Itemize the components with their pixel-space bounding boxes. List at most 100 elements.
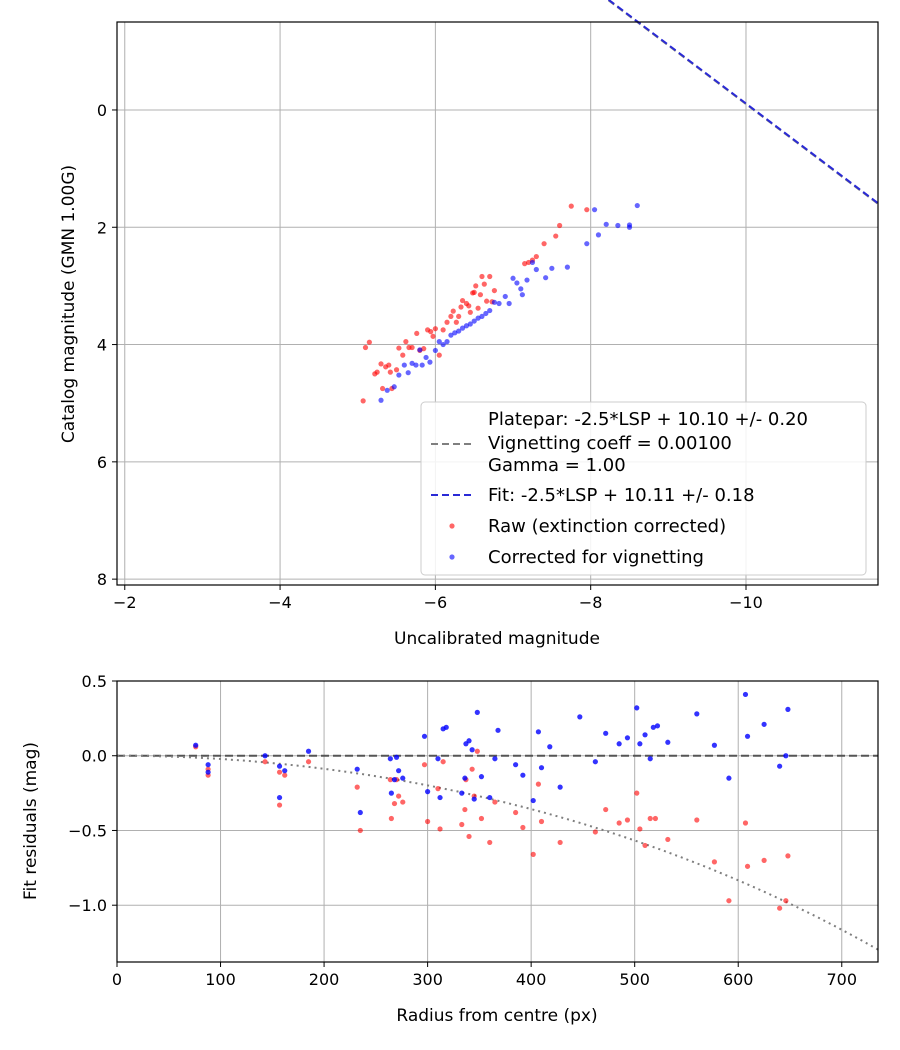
calibration-raw-point <box>541 241 547 247</box>
residuals-corrected-point <box>637 741 643 747</box>
calibration-y-ticks: 0 2 4 6 8 <box>97 101 117 589</box>
calibration-raw-point <box>450 308 456 314</box>
legend-vignetting-label: Vignetting coeff = 0.00100 <box>488 433 732 454</box>
calibration-raw-point <box>475 305 481 311</box>
calibration-raw-point <box>458 304 464 310</box>
residuals-raw-point <box>478 815 485 822</box>
residuals-raw-point <box>435 786 441 792</box>
legend-raw-label: Raw (extinction corrected) <box>488 516 726 537</box>
residuals-raw-point <box>535 781 541 787</box>
calibration-raw-point <box>440 327 446 333</box>
calibration-x-axis-label: Uncalibrated magnitude <box>394 629 600 649</box>
residuals-corrected-point <box>435 756 441 762</box>
residuals-corrected-point <box>547 744 553 750</box>
residuals-corrected-point <box>388 790 394 796</box>
residuals-corrected-point <box>634 705 640 711</box>
calibration-legend: Platepar: -2.5*LSP + 10.10 +/- 0.20 Vign… <box>420 401 867 576</box>
calibration-raw-point <box>473 283 479 289</box>
calibration-corrected-point <box>524 277 530 283</box>
calibration-corrected-point <box>626 224 633 230</box>
residuals-corrected-point <box>726 775 732 781</box>
residuals-corrected-point <box>742 691 749 698</box>
calibration-raw-point <box>481 281 487 287</box>
residuals-corrected-point <box>642 732 648 738</box>
calibration-corrected-point <box>584 241 590 247</box>
residuals-raw-point <box>785 853 791 859</box>
calibration-corrected-point <box>432 347 438 354</box>
calibration-corrected-point <box>514 280 520 286</box>
calibration-raw-point <box>477 292 484 298</box>
calibration-raw-point <box>360 398 366 404</box>
residuals-corrected-point <box>443 724 449 730</box>
residuals-corrected-point <box>650 724 656 730</box>
calibration-corrected-point <box>427 359 433 365</box>
calibration-corrected-point <box>419 362 425 368</box>
residuals-corrected-point <box>396 768 402 774</box>
calibration-y-tick-label: 0 <box>97 101 107 120</box>
calibration-corrected-point <box>423 354 429 361</box>
residuals-raw-point <box>282 772 288 778</box>
calibration-raw-point <box>479 273 485 280</box>
residuals-x-tick-label: 300 <box>412 970 443 989</box>
calibration-corrected-point <box>591 207 598 213</box>
residuals-raw-point <box>538 818 545 825</box>
calibration-corrected-point <box>440 341 446 348</box>
calibration-y-tick-label: 6 <box>97 453 107 472</box>
residuals-corrected-point <box>647 756 653 762</box>
residuals-x-tick-label: 0 <box>112 970 122 989</box>
residuals-corrected-point <box>393 754 400 760</box>
residuals-raw-point <box>777 905 783 911</box>
legend-gamma-label: Gamma = 1.00 <box>488 455 626 476</box>
residuals-raw-point <box>276 769 283 775</box>
residuals-raw-point <box>462 806 468 813</box>
calibration-x-tick-label: −8 <box>579 593 603 612</box>
residuals-plot: 0 100 200 300 400 500 600 700 0.5 0.0 −0.5 −1.0 Ra… <box>21 672 879 1026</box>
calibration-corrected-point <box>384 387 390 393</box>
calibration-x-tick-label: −2 <box>113 593 137 612</box>
residuals-raw-point <box>469 766 475 772</box>
residuals-raw-point <box>354 784 360 790</box>
calibration-raw-point <box>557 222 563 229</box>
residuals-corrected-point <box>276 763 283 769</box>
residuals-y-tick-label: −1.0 <box>68 896 107 915</box>
calibration-fit-line <box>607 0 879 205</box>
residuals-corrected-point <box>487 794 493 801</box>
calibration-corrected-point <box>496 300 502 307</box>
calibration-corrected-point <box>603 221 609 227</box>
calibration-fit-lines <box>606 0 879 205</box>
calibration-raw-point <box>396 345 402 351</box>
residuals-corrected-point <box>761 721 767 727</box>
calibration-x-tick-label: −10 <box>729 593 763 612</box>
residuals-raw-point <box>694 817 700 823</box>
residuals-corrected-point <box>391 777 398 783</box>
residuals-y-ticks: 0.5 0.0 −0.5 −1.0 <box>68 672 117 915</box>
residuals-raw-point <box>783 898 789 904</box>
calibration-corrected-point <box>487 307 493 314</box>
residuals-corrected-point <box>665 739 671 745</box>
residuals-corrected-point <box>474 709 480 715</box>
calibration-raw-point <box>553 233 559 239</box>
residuals-x-tick-label: 500 <box>619 970 650 989</box>
calibration-raw-point <box>525 259 532 266</box>
calibration-raw-point <box>432 326 438 332</box>
calibration-corrected-point <box>463 323 470 329</box>
residuals-raw-point <box>474 748 480 754</box>
calibration-raw-point <box>471 289 477 295</box>
calibration-raw-point <box>533 253 539 260</box>
residuals-corrected-point <box>400 775 406 781</box>
residuals-corrected-point <box>282 768 288 774</box>
residuals-raw-point <box>388 815 394 822</box>
calibration-corrected-point <box>518 286 524 292</box>
residuals-corrected-point <box>459 790 465 796</box>
residuals-y-tick-label: 0.5 <box>82 672 107 691</box>
residuals-raw-point <box>634 790 640 796</box>
calibration-raw-point <box>428 329 434 335</box>
residuals-raw-point <box>624 817 631 823</box>
residuals-raw-point <box>492 799 498 805</box>
calibration-corrected-point <box>510 275 516 281</box>
calibration-corrected-point <box>506 300 512 307</box>
calibration-corrected-point <box>529 259 536 266</box>
residuals-corrected-point <box>478 774 485 780</box>
residuals-raw-point <box>616 820 622 826</box>
calibration-corrected-point <box>452 330 458 336</box>
